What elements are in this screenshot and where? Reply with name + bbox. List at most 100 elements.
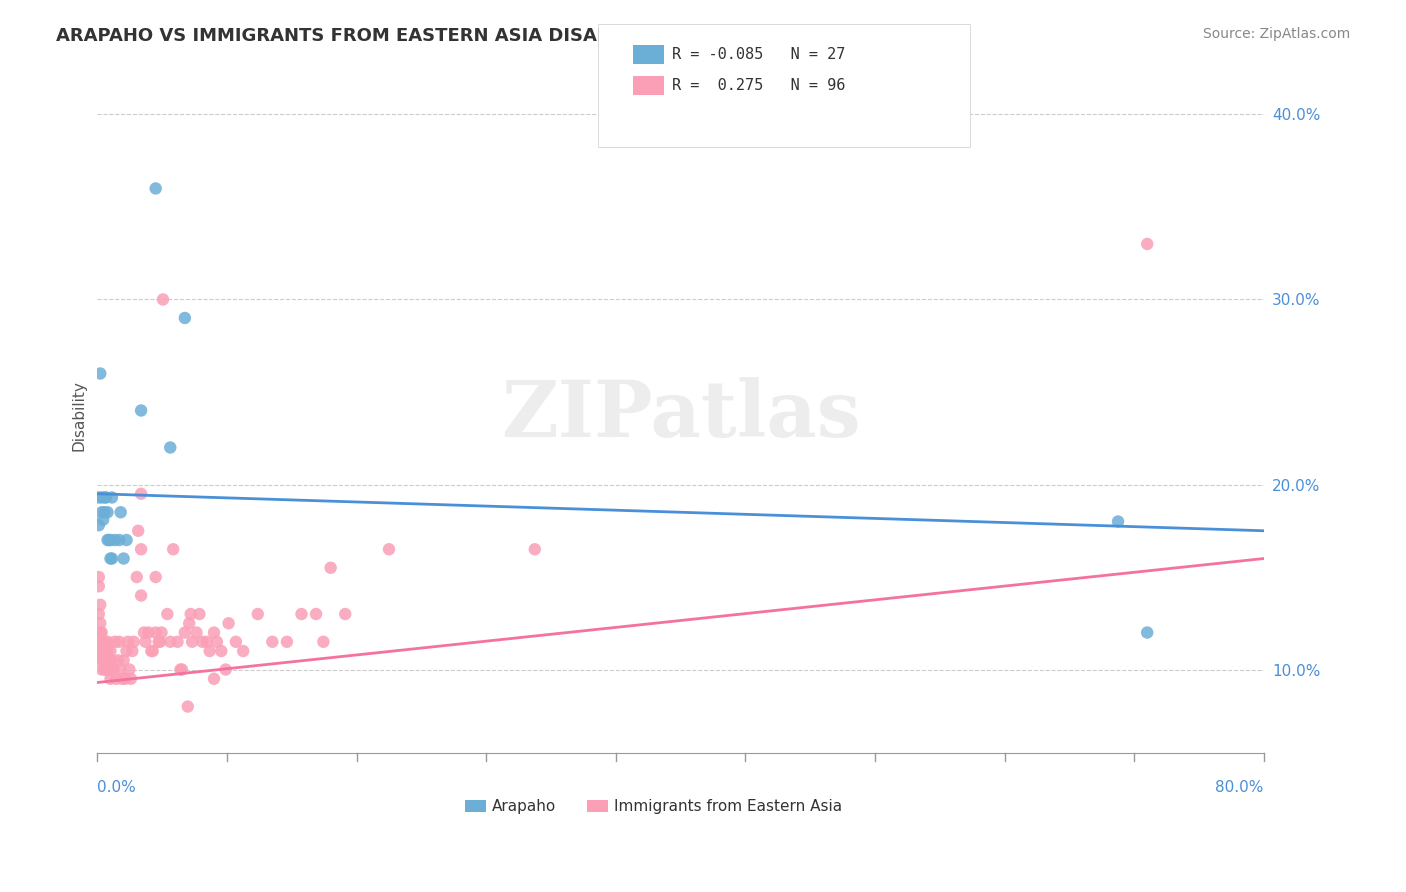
Point <box>100 533 122 547</box>
Point <box>202 672 225 686</box>
Point <box>101 663 124 677</box>
Point <box>202 625 225 640</box>
Point <box>87 570 110 584</box>
Point <box>305 607 328 621</box>
Point <box>90 505 112 519</box>
Point <box>173 625 195 640</box>
Point <box>87 607 110 621</box>
Point <box>232 644 254 658</box>
Point <box>112 653 135 667</box>
Point <box>93 634 115 648</box>
Point <box>290 607 312 621</box>
Point <box>121 644 143 658</box>
Point <box>90 625 112 640</box>
Point <box>142 644 165 658</box>
Point <box>103 663 125 677</box>
Point <box>120 672 142 686</box>
Text: 80.0%: 80.0% <box>1216 780 1264 795</box>
Text: Source: ZipAtlas.com: Source: ZipAtlas.com <box>1202 27 1350 41</box>
Point <box>87 579 110 593</box>
Point <box>89 598 111 612</box>
Point <box>209 644 232 658</box>
Point <box>276 634 298 648</box>
Point <box>150 625 173 640</box>
Point <box>93 663 115 677</box>
Point <box>91 644 114 658</box>
Point <box>93 491 115 505</box>
Point <box>335 607 357 621</box>
Point <box>115 644 138 658</box>
Point <box>94 653 117 667</box>
Point <box>96 533 118 547</box>
Point <box>91 513 114 527</box>
Point <box>141 644 163 658</box>
Point <box>225 634 247 648</box>
Point <box>100 551 122 566</box>
Point <box>96 634 118 648</box>
Point <box>98 653 121 667</box>
Point <box>312 634 335 648</box>
Point <box>115 533 138 547</box>
Point <box>181 634 204 648</box>
Point <box>169 663 191 677</box>
Point <box>159 441 181 455</box>
Point <box>94 491 117 505</box>
Point <box>1107 515 1129 529</box>
Point <box>186 625 208 640</box>
Point <box>108 634 131 648</box>
Point <box>104 634 127 648</box>
Text: ZIPatlas: ZIPatlas <box>501 377 860 453</box>
Point <box>378 542 401 557</box>
Point <box>149 634 172 648</box>
Point <box>90 634 112 648</box>
Point <box>94 663 117 677</box>
Point <box>145 570 167 584</box>
Point <box>179 616 201 631</box>
Point <box>159 634 181 648</box>
Point <box>96 644 118 658</box>
Point <box>91 634 114 648</box>
Point <box>96 663 118 677</box>
Point <box>89 625 111 640</box>
Point <box>205 634 228 648</box>
Point <box>90 653 112 667</box>
Point <box>101 551 124 566</box>
Point <box>89 616 111 631</box>
Point <box>100 644 122 658</box>
FancyBboxPatch shape <box>588 800 609 813</box>
Point <box>89 367 111 381</box>
Text: ARAPAHO VS IMMIGRANTS FROM EASTERN ASIA DISABILITY CORRELATION CHART: ARAPAHO VS IMMIGRANTS FROM EASTERN ASIA … <box>56 27 882 45</box>
Point <box>132 625 155 640</box>
Point <box>104 533 127 547</box>
Text: R = -0.085   N = 27: R = -0.085 N = 27 <box>672 47 845 62</box>
Point <box>152 293 174 307</box>
Point <box>110 663 132 677</box>
Point <box>148 634 170 648</box>
Point <box>166 634 188 648</box>
Point <box>107 653 129 667</box>
Point <box>112 551 135 566</box>
Point <box>246 607 269 621</box>
Point <box>101 491 124 505</box>
Point <box>162 542 184 557</box>
Point <box>90 491 112 505</box>
Point <box>195 634 218 648</box>
Point <box>118 663 141 677</box>
Point <box>89 644 111 658</box>
Point <box>111 672 134 686</box>
Point <box>198 644 221 658</box>
Point <box>262 634 284 648</box>
Point <box>218 616 240 631</box>
Text: Arapaho: Arapaho <box>492 798 555 814</box>
Point <box>180 607 202 621</box>
Point <box>134 634 156 648</box>
Text: Immigrants from Eastern Asia: Immigrants from Eastern Asia <box>614 798 842 814</box>
Point <box>122 634 145 648</box>
Point <box>110 505 132 519</box>
Point <box>138 625 160 640</box>
Point <box>177 699 200 714</box>
Point <box>1136 237 1159 252</box>
Y-axis label: Disability: Disability <box>72 380 86 450</box>
Point <box>319 561 342 575</box>
Point <box>129 542 152 557</box>
